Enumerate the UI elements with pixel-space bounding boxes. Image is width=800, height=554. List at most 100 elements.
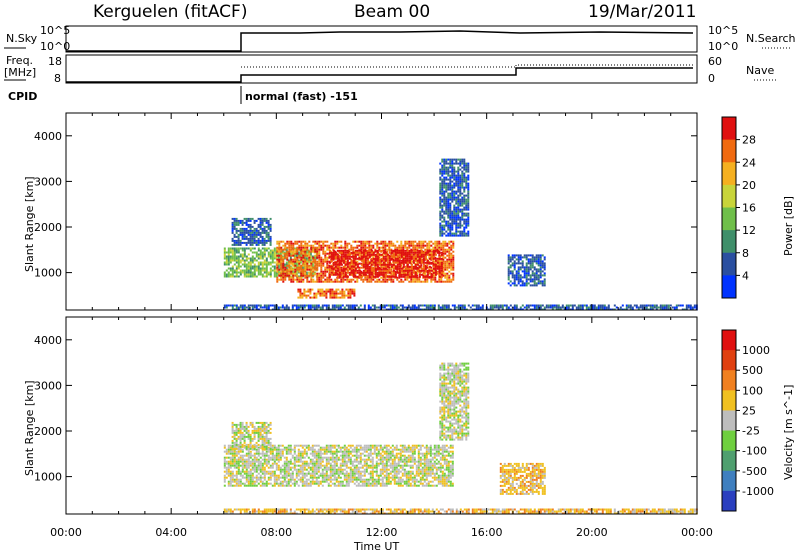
- data-cell: [313, 294, 316, 297]
- data-cell: [531, 272, 534, 275]
- data-cell: [257, 247, 260, 250]
- data-cell: [278, 246, 281, 249]
- data-cell: [440, 251, 443, 254]
- data-cell: [452, 266, 455, 269]
- data-cell: [430, 272, 433, 275]
- data-cell: [276, 278, 279, 281]
- data-cell: [259, 476, 262, 479]
- data-cell: [237, 464, 240, 467]
- data-cell: [441, 180, 444, 183]
- data-cell: [324, 256, 327, 259]
- data-cell: [273, 470, 276, 473]
- data-cell: [253, 470, 256, 473]
- data-cell: [257, 450, 260, 453]
- data-cell: [337, 292, 340, 295]
- data-cell: [436, 264, 439, 267]
- data-cell: [293, 448, 296, 451]
- data-cell: [336, 267, 339, 270]
- data-cell: [384, 262, 387, 265]
- data-cell: [599, 306, 602, 309]
- data-cell: [537, 278, 540, 281]
- data-cell: [310, 274, 313, 277]
- data-cell: [303, 476, 306, 479]
- data-cell: [459, 198, 462, 201]
- data-cell: [424, 240, 427, 243]
- data-cell: [317, 456, 320, 459]
- data-cell: [448, 280, 451, 283]
- data-cell: [467, 188, 470, 191]
- data-cell: [368, 265, 371, 268]
- data-cell: [507, 260, 510, 263]
- data-cell: [314, 248, 317, 251]
- data-cell: [288, 240, 291, 243]
- data-cell: [322, 240, 325, 243]
- data-cell: [263, 484, 266, 487]
- data-cell: [317, 480, 320, 483]
- data-cell: [239, 470, 242, 473]
- data-cell: [231, 456, 234, 459]
- data-cell: [525, 266, 528, 269]
- data-cell: [235, 271, 238, 274]
- data-cell: [507, 278, 510, 281]
- data-cell: [372, 256, 375, 259]
- data-cell: [459, 234, 462, 237]
- data-cell: [451, 196, 454, 199]
- data-cell: [257, 231, 260, 234]
- data-cell: [294, 264, 297, 267]
- data-cell: [253, 460, 256, 463]
- data-cell: [317, 462, 320, 465]
- data-cell: [280, 240, 283, 243]
- data-cell: [249, 225, 252, 228]
- data-cell: [320, 280, 323, 283]
- data-cell: [511, 274, 514, 277]
- data-cell: [255, 267, 258, 270]
- data-cell: [439, 224, 442, 227]
- data-cell: [295, 306, 298, 309]
- data-cell: [255, 456, 258, 459]
- data-cell: [525, 304, 528, 307]
- data-cell: [310, 278, 313, 281]
- data-cell: [233, 304, 236, 307]
- data-cell: [257, 454, 260, 457]
- data-cell: [661, 304, 664, 307]
- data-cell: [444, 252, 447, 255]
- data-cell: [289, 472, 292, 475]
- data-cell: [471, 304, 474, 307]
- data-cell: [356, 240, 359, 243]
- data-cell: [348, 257, 351, 260]
- data-cell: [225, 448, 228, 451]
- data-cell: [461, 176, 464, 179]
- data-cell: [317, 470, 320, 473]
- data-cell: [328, 278, 331, 281]
- data-cell: [459, 220, 462, 223]
- data-cell: [291, 267, 294, 270]
- data-cell: [233, 225, 236, 228]
- data-cell: [319, 462, 322, 465]
- data-cell: [329, 468, 332, 471]
- data-cell: [406, 249, 409, 252]
- data-cell: [259, 468, 262, 471]
- data-cell: [412, 278, 415, 281]
- data-cell: [235, 304, 238, 307]
- data-cell: [452, 242, 455, 245]
- data-cell: [414, 270, 417, 273]
- data-cell: [452, 276, 455, 279]
- data-cell: [276, 270, 279, 273]
- data-cell: [304, 272, 307, 275]
- data-cell: [457, 180, 460, 183]
- data-cell: [408, 259, 411, 262]
- data-cell: [233, 474, 236, 477]
- data-cell: [329, 450, 332, 453]
- data-cell: [432, 274, 435, 277]
- data-cell: [251, 261, 254, 264]
- data-cell: [446, 258, 449, 261]
- data-cell: [247, 271, 250, 274]
- data-cell: [243, 444, 246, 447]
- data-cell: [289, 474, 292, 477]
- data-cell: [344, 263, 347, 266]
- data-cell: [283, 464, 286, 467]
- data-cell: [443, 192, 446, 195]
- data-cell: [263, 263, 266, 266]
- data-cell: [459, 182, 462, 185]
- data-cell: [308, 244, 311, 247]
